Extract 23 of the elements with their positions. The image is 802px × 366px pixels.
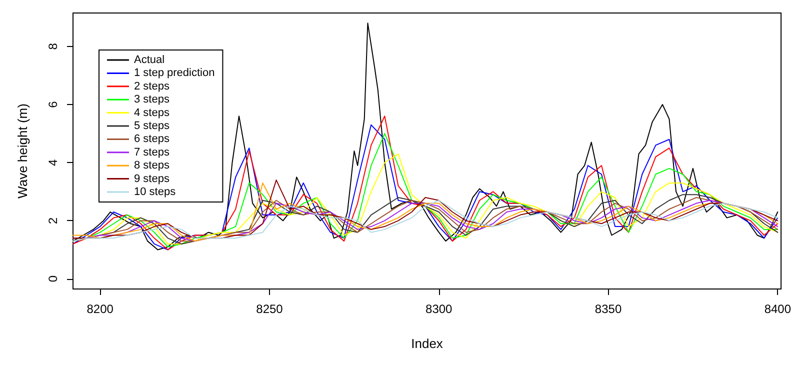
x-tick-label: 8350	[594, 302, 622, 316]
legend-label: 5 steps	[134, 120, 170, 132]
y-tick-label: 4	[46, 158, 60, 166]
legend-label: 4 steps	[134, 106, 170, 119]
legend-label: 10 steps	[134, 186, 176, 198]
y-tick-label: 8	[46, 42, 60, 50]
legend-label: Actual	[134, 54, 165, 66]
legend-label: 3 steps	[134, 94, 170, 106]
x-tick-label: 8300	[426, 302, 453, 316]
x-tick-label: 8250	[256, 302, 284, 316]
legend-label: 6 steps	[134, 133, 170, 146]
legend-label: 1 step prediction	[134, 67, 215, 80]
y-tick-label: 0	[46, 275, 60, 282]
y-tick-label: 2	[46, 217, 60, 224]
x-axis-title: Index	[411, 336, 444, 351]
legend-label: 8 steps	[134, 160, 170, 172]
x-tick-label: 8200	[86, 302, 114, 316]
y-axis-title: Wave height (m)	[15, 104, 30, 198]
legend-label: 9 steps	[134, 172, 170, 185]
y-tick-label: 6	[46, 100, 60, 108]
legend-label: 7 steps	[134, 146, 170, 158]
legend-label: 2 steps	[134, 80, 170, 92]
x-tick-label: 8400	[764, 302, 792, 316]
